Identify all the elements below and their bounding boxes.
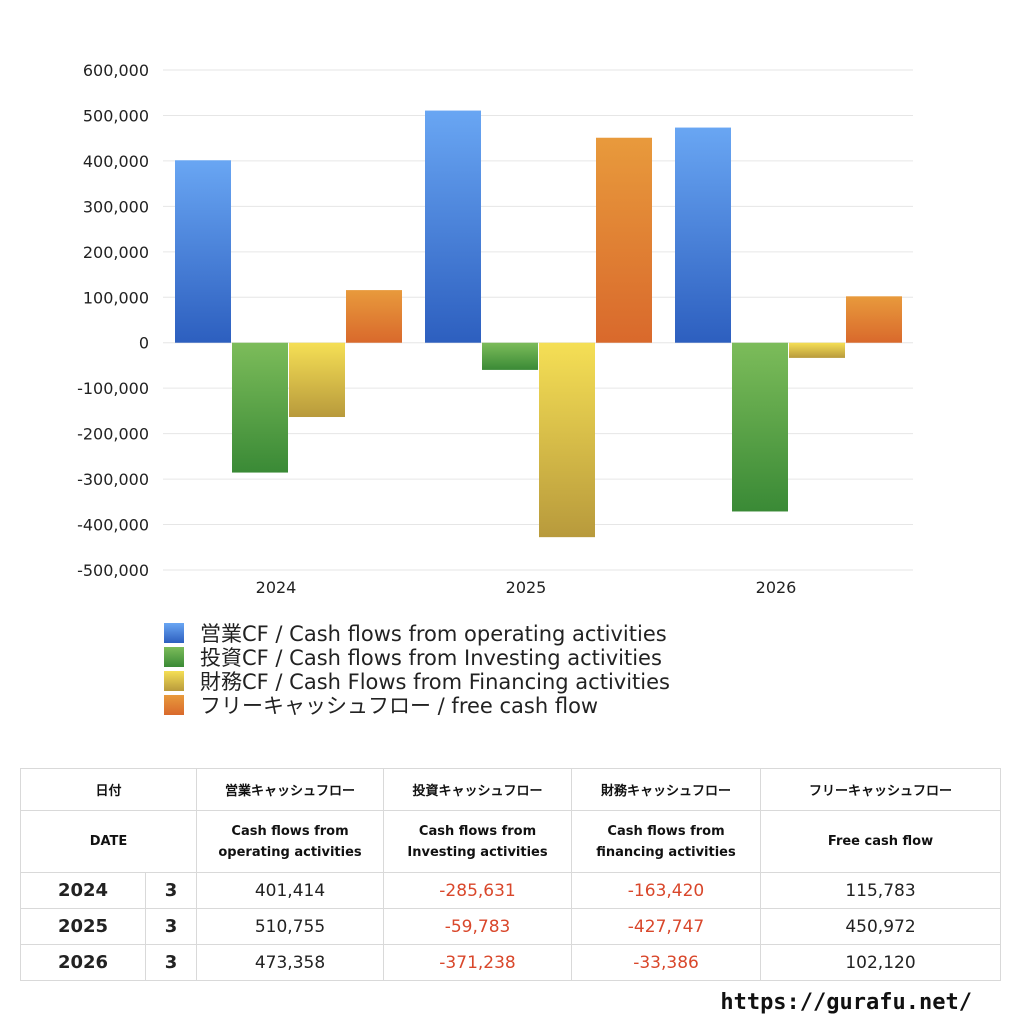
cell-operating: 510,755 xyxy=(196,908,385,945)
legend-item-free: フリーキャッシュフロー / free cash flow xyxy=(164,693,670,718)
bar-free-2026 xyxy=(846,296,902,343)
y-tick-label: 200,000 xyxy=(83,243,149,262)
legend-swatch-free xyxy=(164,695,184,715)
x-tick-label: 2026 xyxy=(756,578,797,597)
bar-free-2024 xyxy=(346,290,402,343)
cell-investing: -371,238 xyxy=(383,944,573,981)
table-header-row-jp: 日付 営業キャッシュフロー 投資キャッシュフロー 財務キャッシュフロー フリーキ… xyxy=(19,768,1002,811)
bar-operating-2024 xyxy=(175,160,231,343)
cell-investing: -285,631 xyxy=(383,872,573,909)
cash-flow-bar-chart: 600,000 500,000 400,000 300,000 200,000 100,0… xyxy=(77,61,913,597)
cell-free: 450,972 xyxy=(760,908,1002,945)
header-free-en: Free cash flow xyxy=(760,810,1002,873)
cell-free: 102,120 xyxy=(760,944,1002,981)
legend-item-financing: 財務CF / Cash Flows from Financing activit… xyxy=(164,669,670,694)
header-operating-jp: 営業キャッシュフロー xyxy=(196,768,385,811)
cell-year: 2025 xyxy=(20,908,146,945)
cell-investing: -59,783 xyxy=(383,908,573,945)
header-date-jp: 日付 xyxy=(19,768,198,811)
table-row: 2024 3 401,414 -285,631 -163,420 115,783 xyxy=(20,872,1002,909)
bar-free-2025 xyxy=(596,137,652,343)
y-tick-label: 400,000 xyxy=(83,152,149,171)
legend-swatch-investing xyxy=(164,647,184,667)
y-tick-label: -500,000 xyxy=(77,561,149,580)
legend-item-operating: 営業CF / Cash flows from operating activit… xyxy=(164,621,670,646)
bar-investing-2024 xyxy=(232,342,288,473)
bar-financing-2024 xyxy=(289,342,345,418)
chart-legend: 営業CF / Cash flows from operating activit… xyxy=(164,621,670,718)
cell-year: 2024 xyxy=(20,872,146,909)
bar-operating-2025 xyxy=(425,110,481,343)
x-axis-tick-labels: 2024 2025 2026 xyxy=(256,578,797,597)
header-operating-en: Cash flows from operating activities xyxy=(196,810,385,873)
header-operating-en-line2: operating activities xyxy=(218,844,362,860)
bar-financing-2025 xyxy=(539,342,595,538)
cell-month: 3 xyxy=(144,872,198,909)
legend-swatch-operating xyxy=(164,623,184,643)
cash-flow-table: 日付 営業キャッシュフロー 投資キャッシュフロー 財務キャッシュフロー フリーキ… xyxy=(19,768,1002,981)
y-tick-label: 100,000 xyxy=(83,288,149,307)
bar-financing-2026 xyxy=(789,342,845,358)
bar-investing-2025 xyxy=(482,342,538,370)
legend-item-investing: 投資CF / Cash flows from Investing activit… xyxy=(164,645,670,670)
y-axis-tick-labels: 600,000 500,000 400,000 300,000 200,000 100,0… xyxy=(77,61,149,580)
cell-operating: 473,358 xyxy=(196,944,385,981)
header-free-jp: フリーキャッシュフロー xyxy=(760,768,1002,811)
header-financing-en: Cash flows from financing activities xyxy=(571,810,762,873)
header-financing-en-line1: Cash flows from xyxy=(607,823,725,839)
legend-swatch-financing xyxy=(164,671,184,691)
header-date-en: DATE xyxy=(19,810,198,873)
header-investing-jp: 投資キャッシュフロー xyxy=(383,768,573,811)
cell-financing: -33,386 xyxy=(571,944,762,981)
table-row: 2026 3 473,358 -371,238 -33,386 102,120 xyxy=(20,944,1002,981)
header-financing-en-line2: financing activities xyxy=(596,844,736,860)
table-header-row-en: DATE Cash flows from operating activities… xyxy=(19,810,1002,873)
cell-year: 2026 xyxy=(20,944,146,981)
cell-financing: -427,747 xyxy=(571,908,762,945)
table-row: 2025 3 510,755 -59,783 -427,747 450,972 xyxy=(20,908,1002,945)
legend-label-free: フリーキャッシュフロー / free cash flow xyxy=(200,694,599,718)
bars xyxy=(175,110,902,538)
legend-label-operating: 営業CF / Cash flows from operating activit… xyxy=(200,622,667,646)
header-investing-en-line1: Cash flows from xyxy=(418,823,537,839)
y-tick-label: 300,000 xyxy=(83,197,149,216)
bar-operating-2026 xyxy=(675,127,731,343)
x-tick-label: 2025 xyxy=(506,578,547,597)
y-tick-label: 500,000 xyxy=(83,106,149,125)
y-tick-label: -200,000 xyxy=(77,425,149,444)
cell-month: 3 xyxy=(144,944,198,981)
gridlines xyxy=(163,69,913,571)
header-investing-en: Cash flows from Investing activities xyxy=(383,810,573,873)
cell-free: 115,783 xyxy=(760,872,1002,909)
bar-investing-2026 xyxy=(732,342,788,512)
header-financing-jp: 財務キャッシュフロー xyxy=(571,768,762,811)
y-tick-label: -400,000 xyxy=(77,516,149,535)
cell-month: 3 xyxy=(144,908,198,945)
x-tick-label: 2024 xyxy=(256,578,297,597)
y-tick-label: -100,000 xyxy=(77,379,149,398)
y-tick-label: -300,000 xyxy=(77,470,149,489)
y-tick-label: 0 xyxy=(139,334,149,353)
header-investing-en-line2: Investing activities xyxy=(407,844,548,860)
site-url[interactable]: https://gurafu.net/ xyxy=(720,990,972,1015)
legend-label-financing: 財務CF / Cash Flows from Financing activit… xyxy=(200,670,670,694)
y-tick-label: 600,000 xyxy=(83,61,149,80)
legend-label-investing: 投資CF / Cash flows from Investing activit… xyxy=(200,646,662,670)
cell-operating: 401,414 xyxy=(196,872,385,909)
header-operating-en-line1: Cash flows from xyxy=(231,823,349,839)
cell-financing: -163,420 xyxy=(571,872,762,909)
